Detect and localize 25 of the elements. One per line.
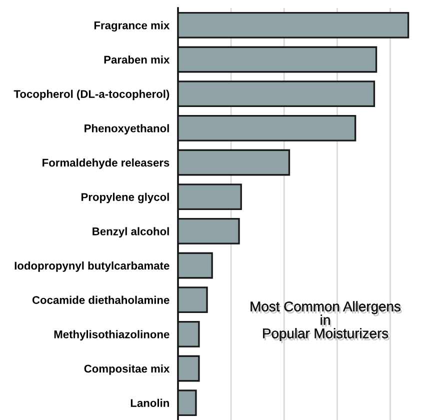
bar <box>178 46 378 73</box>
bar <box>178 184 242 210</box>
bar <box>178 149 290 176</box>
bar <box>178 12 410 38</box>
y-tick-label: Propylene glycol <box>82 192 169 204</box>
y-tick-label: Phenoxyethanol <box>84 124 169 134</box>
y-tick-label: Cocamide diethaholamine <box>32 296 170 304</box>
bar <box>178 320 200 348</box>
y-tick-label: Lanolin <box>130 398 169 407</box>
bar <box>178 114 356 142</box>
bar <box>178 355 200 382</box>
y-tick-label: Iodopropynyl butylcarbamate <box>14 261 170 272</box>
text: Most Common Allergens in Popular Moisturizers <box>250 301 402 344</box>
y-tick-label: Methylisothiazolinone <box>54 330 170 340</box>
bar <box>178 218 240 244</box>
y-tick-label: Fragrance mix <box>94 21 170 32</box>
y-tick-label: Paraben mix <box>104 55 170 64</box>
y-tick-label: Compositae mix <box>84 364 170 375</box>
y-tick-label: Formaldehyde releasers <box>42 158 170 169</box>
bar <box>178 286 208 314</box>
bar <box>178 390 197 416</box>
bar <box>178 80 376 108</box>
y-tick-label: Tocopherol (DL-a-tocopherol) <box>14 90 170 100</box>
y-tick-label: Benzyl alcohol <box>92 227 169 238</box>
bar <box>178 252 213 279</box>
